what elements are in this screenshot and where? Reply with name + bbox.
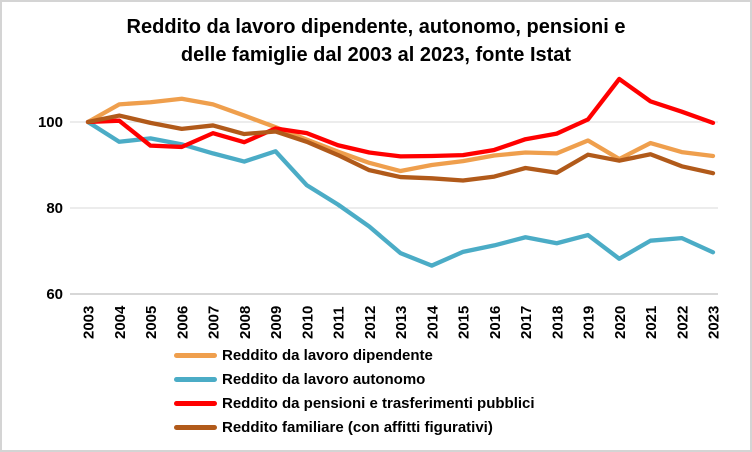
legend: Reddito da lavoro dipendente Reddito da …	[174, 343, 535, 439]
chart-title-line2: delle famiglie dal 2003 al 2023, fonte I…	[180, 44, 572, 66]
x-tick-label-2018: 2018	[549, 306, 566, 339]
y-tick-label-100: 100	[38, 114, 63, 131]
x-tick-label-2012: 2012	[362, 306, 379, 339]
x-tick-label-2007: 2007	[206, 306, 223, 339]
chart-title: Reddito da lavoro dipendente, autonomo, …	[0, 13, 752, 69]
x-tick-label-2010: 2010	[299, 306, 316, 339]
chart-title-line1: Reddito da lavoro dipendente, autonomo, …	[126, 16, 626, 38]
x-tick-label-2020: 2020	[612, 306, 629, 339]
y-tick-label-80: 80	[46, 200, 63, 217]
x-tick-label-2009: 2009	[268, 306, 285, 339]
legend-label-familiare: Reddito familiare (con affitti figurativ…	[222, 418, 493, 436]
x-tick-label-2008: 2008	[237, 306, 254, 339]
legend-label-pensioni: Reddito da pensioni e trasferimenti pubb…	[222, 394, 535, 412]
legend-label-autonomo: Reddito da lavoro autonomo	[222, 370, 426, 388]
x-tick-label-2014: 2014	[424, 305, 441, 339]
x-tick-label-2017: 2017	[518, 306, 535, 339]
legend-item-familiare: Reddito familiare (con affitti figurativ…	[174, 415, 535, 439]
x-tick-label-2019: 2019	[581, 306, 598, 339]
x-tick-label-2015: 2015	[456, 306, 473, 339]
x-tick-label-2021: 2021	[643, 306, 660, 339]
x-tick-label-2016: 2016	[487, 306, 504, 339]
x-tick-label-2011: 2011	[331, 306, 348, 339]
legend-swatch-dipendente	[174, 352, 217, 358]
series-line-2	[85, 119, 716, 268]
legend-label-dipendente: Reddito da lavoro dipendente	[222, 346, 433, 364]
legend-swatch-pensioni	[174, 400, 217, 406]
legend-swatch-autonomo	[174, 376, 217, 382]
series-line-3	[85, 76, 716, 159]
series-line-1	[85, 96, 716, 174]
series-line-4	[85, 113, 716, 183]
legend-swatch-familiare	[174, 424, 217, 430]
x-tick-label-2013: 2013	[393, 306, 410, 339]
x-tick-label-2006: 2006	[174, 306, 191, 339]
y-tick-label-60: 60	[46, 286, 63, 303]
x-tick-label-2023: 2023	[706, 306, 723, 339]
x-tick-label-2005: 2005	[143, 306, 160, 339]
legend-item-pensioni: Reddito da pensioni e trasferimenti pubb…	[174, 391, 535, 415]
x-tick-label-2004: 2004	[112, 305, 129, 339]
legend-item-autonomo: Reddito da lavoro autonomo	[174, 367, 535, 391]
legend-item-dipendente: Reddito da lavoro dipendente	[174, 343, 535, 367]
x-tick-label-2022: 2022	[674, 306, 691, 339]
x-tick-label-2003: 2003	[81, 306, 98, 339]
